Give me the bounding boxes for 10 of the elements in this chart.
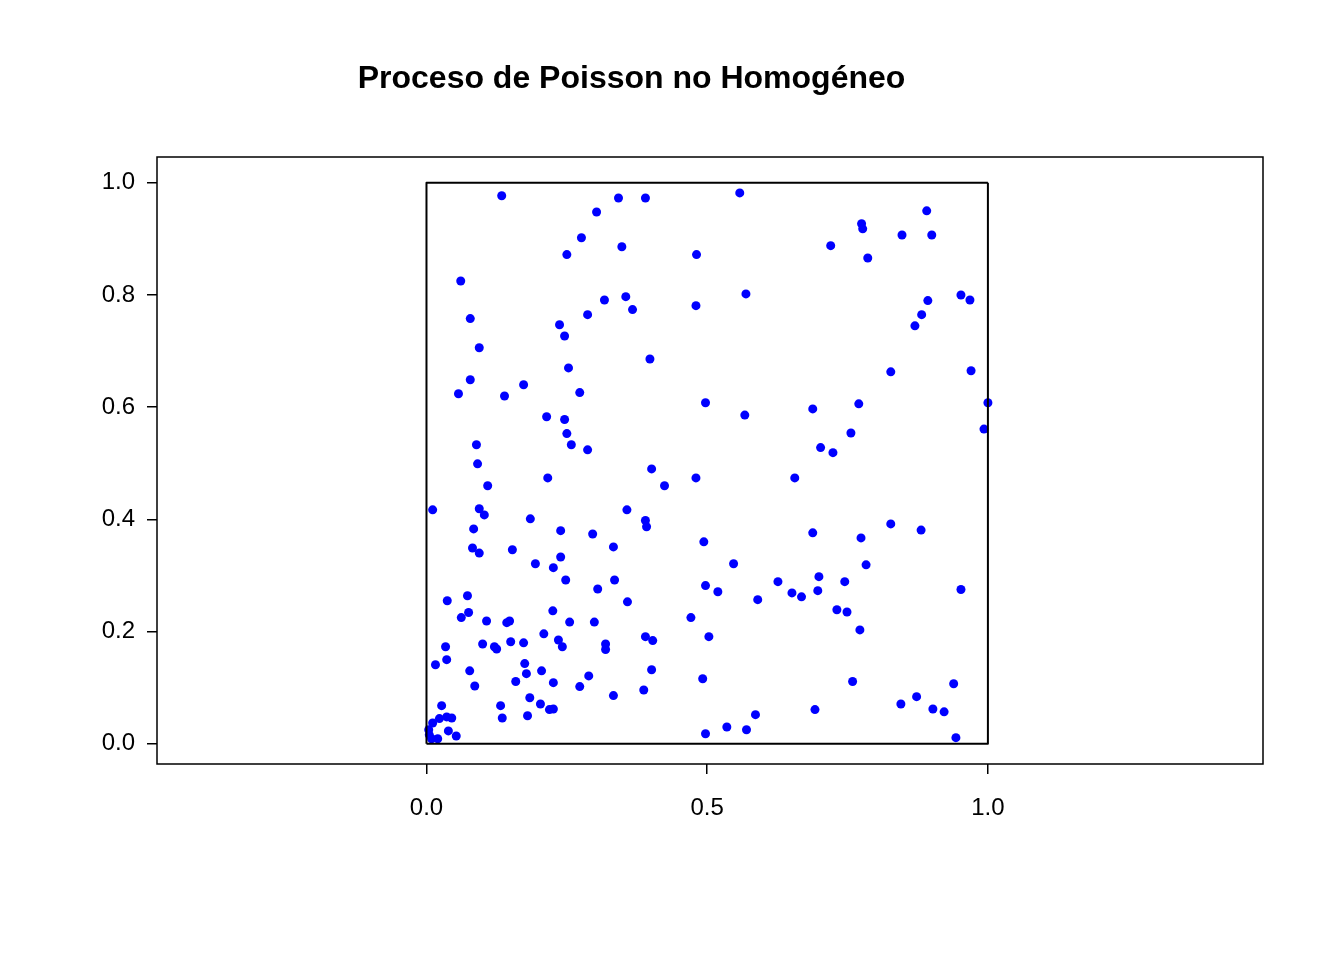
chart-title: Proceso de Poisson no Homogéneo [357, 59, 906, 96]
x-tick-label: 1.0 [971, 793, 1005, 821]
x-tick-label: 0.5 [690, 793, 724, 821]
x-tick-label: 0.0 [409, 793, 444, 821]
y-tick-label: 0.8 [101, 279, 135, 307]
y-tick-label: 0.0 [101, 728, 135, 756]
y-tick-label: 0.4 [101, 504, 135, 532]
y-tick-label: 1.0 [101, 167, 135, 195]
y-tick-label: 0.2 [101, 616, 135, 644]
y-tick-label: 0.6 [101, 391, 135, 419]
